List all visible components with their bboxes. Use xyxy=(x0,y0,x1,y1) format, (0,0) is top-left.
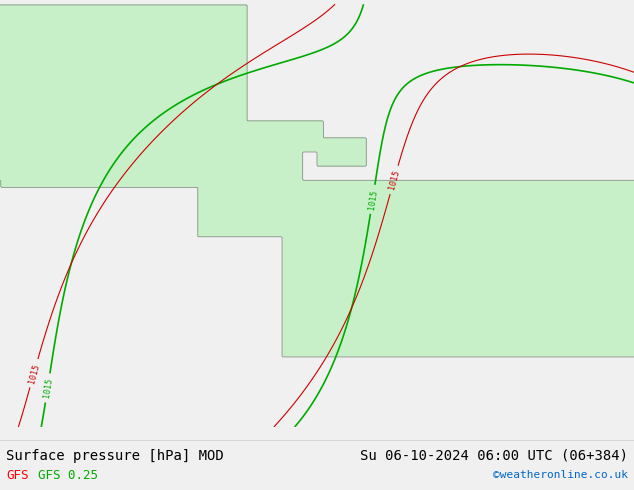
Text: Su 06-10-2024 06:00 UTC (06+384): Su 06-10-2024 06:00 UTC (06+384) xyxy=(359,449,628,463)
Text: 1015: 1015 xyxy=(366,189,378,210)
Text: Surface pressure [hPa] MOD: Surface pressure [hPa] MOD xyxy=(6,449,224,463)
Text: GFS: GFS xyxy=(6,469,29,482)
Text: 1015: 1015 xyxy=(27,363,41,384)
Text: 1015: 1015 xyxy=(42,377,54,398)
Text: GFS 0.25: GFS 0.25 xyxy=(38,469,98,482)
Text: 1015: 1015 xyxy=(387,169,401,191)
Text: ©weatheronline.co.uk: ©weatheronline.co.uk xyxy=(493,470,628,480)
